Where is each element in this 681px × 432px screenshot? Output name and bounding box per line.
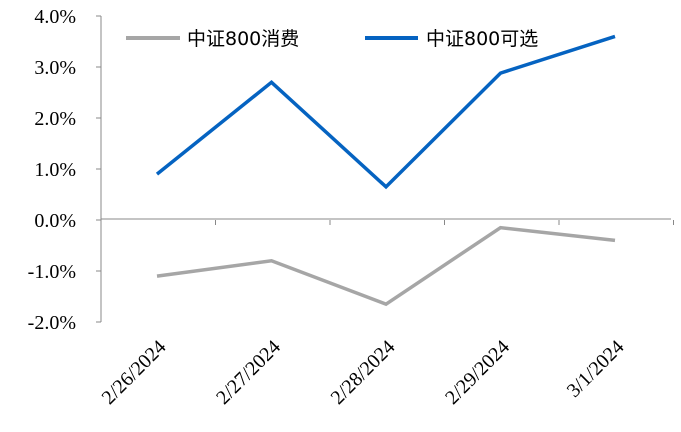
x-tick-label: 2/29/2024: [441, 336, 514, 409]
y-tick-label: -1.0%: [28, 261, 76, 283]
y-tick-label: 4.0%: [34, 6, 76, 28]
y-tick-label: -2.0%: [28, 312, 76, 334]
legend-label-discretionary: 中证800可选: [426, 28, 538, 50]
x-tick-label: 2/28/2024: [327, 336, 400, 409]
legend-label-consumer: 中证800消费: [187, 28, 299, 50]
x-tick-labels: 2/26/2024 2/27/2024 2/28/2024 2/29/2024 3/1/…: [98, 220, 674, 409]
y-tick-label: 2.0%: [34, 108, 76, 130]
series-line-0: [156, 225, 616, 307]
x-tick-label: 3/1/2024: [563, 336, 629, 402]
series-lines: [155, 34, 616, 307]
y-tick-label: 0.0%: [34, 210, 76, 232]
y-tick-labels: 4.0% 3.0% 2.0% 1.0% 0.0% -1.0% -2.0%: [28, 6, 101, 334]
y-tick-label: 1.0%: [34, 159, 76, 181]
legend: 中证800消费 中证800可选: [126, 28, 538, 50]
y-tick-label: 3.0%: [34, 57, 76, 79]
axes: [100, 16, 671, 322]
x-tick-label: 2/27/2024: [212, 336, 285, 409]
x-tick-label: 2/26/2024: [98, 336, 171, 409]
series-line-1: [155, 34, 616, 190]
